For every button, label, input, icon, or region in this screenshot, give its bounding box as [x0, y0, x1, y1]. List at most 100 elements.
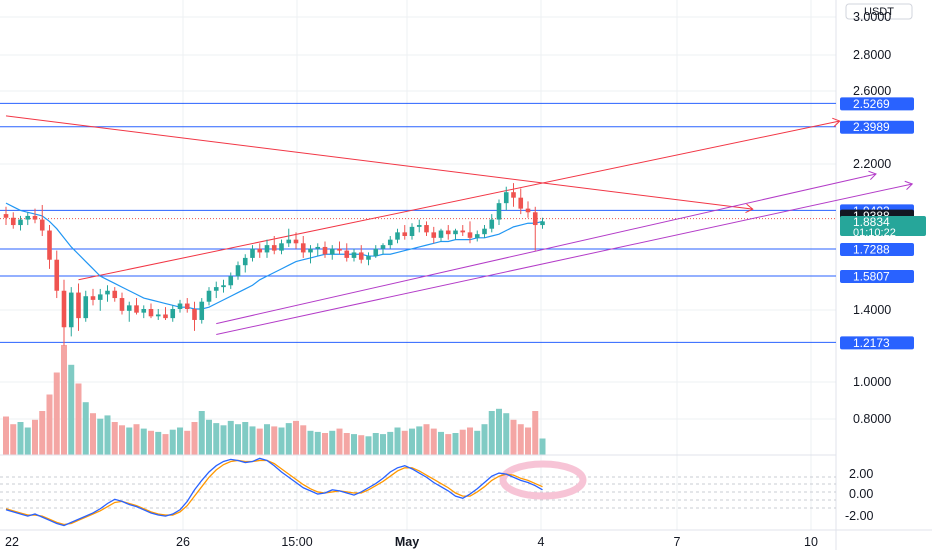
- candle: [445, 225, 451, 240]
- candle: [460, 225, 466, 236]
- candle: [61, 279, 67, 346]
- osc-tick: 2.00: [849, 467, 873, 481]
- candle: [206, 287, 212, 306]
- candle: [344, 243, 350, 262]
- current-price-countdown: 01:10:22: [853, 227, 896, 239]
- level-label-text: 1.7288: [853, 242, 890, 256]
- volume-bar: [177, 427, 183, 455]
- candle: [177, 299, 183, 313]
- volume-bar: [133, 424, 140, 455]
- volume-bar: [119, 425, 125, 455]
- volume-bar: [32, 419, 38, 455]
- oscillator-d-line: [5, 459, 543, 526]
- volume-bar: [372, 433, 379, 455]
- candle: [83, 290, 89, 322]
- candle: [112, 287, 118, 302]
- candle: [134, 298, 139, 315]
- volume-bar: [90, 413, 96, 455]
- candle: [438, 228, 444, 242]
- candle: [532, 206, 538, 251]
- candle: [257, 243, 263, 258]
- candle: [482, 225, 487, 238]
- candle: [366, 252, 371, 266]
- volume-bar: [206, 419, 212, 455]
- highlight-circle-marker: [499, 460, 587, 500]
- candle: [293, 232, 299, 249]
- trendlines: [5, 115, 914, 336]
- candle: [54, 250, 60, 299]
- price-tick: 1.4000: [853, 303, 891, 317]
- candle: [199, 298, 205, 324]
- candle: [90, 288, 96, 306]
- trendline-arrowhead: [745, 203, 754, 214]
- volume-bar: [285, 423, 292, 455]
- level-label-text: 1.5807: [853, 270, 890, 284]
- time-tick: 15:00: [281, 535, 312, 549]
- price-tick: 2.8000: [853, 48, 891, 62]
- candle: [308, 245, 313, 264]
- volume-bar: [539, 438, 546, 455]
- volume-bars: [3, 345, 546, 455]
- trendline: [216, 173, 877, 325]
- candle: [105, 285, 110, 302]
- trendline: [78, 120, 840, 281]
- volume-bar: [423, 424, 430, 455]
- volume-bar: [242, 422, 249, 455]
- candle: [496, 199, 502, 226]
- volume-bar: [380, 434, 386, 455]
- candle: [250, 245, 255, 262]
- volume-bar: [140, 428, 147, 455]
- level-label-text: 2.3989: [853, 120, 890, 134]
- volume-bar: [249, 426, 256, 455]
- horizontal-levels: [0, 102, 836, 343]
- candle: [97, 288, 103, 311]
- candle: [416, 219, 422, 233]
- level-label-badge: [840, 336, 914, 350]
- level-label-badge: [840, 120, 914, 134]
- volume-bar: [184, 430, 191, 455]
- candle: [351, 248, 357, 262]
- candle: [511, 183, 516, 207]
- candle: [322, 241, 328, 258]
- volume-bar: [39, 411, 46, 455]
- candle: [47, 225, 52, 269]
- volume-bar: [481, 424, 488, 455]
- volume-bar: [46, 394, 53, 455]
- currency-badge[interactable]: [845, 3, 913, 20]
- volume-bar: [162, 434, 169, 455]
- volume-bar: [24, 427, 31, 455]
- volume-bar: [271, 426, 278, 455]
- volume-bar: [409, 428, 415, 455]
- candle: [148, 303, 154, 319]
- oscillator-k-line: [5, 457, 543, 527]
- time-tick: 22: [5, 535, 19, 549]
- volume-bar: [438, 431, 444, 455]
- candle: [395, 228, 400, 244]
- price-axis[interactable]: USDT 3.0000 2.8000 2.6000 2.2000 1.4000 …: [840, 3, 926, 523]
- candle: [279, 239, 284, 255]
- volume-bar: [503, 413, 510, 455]
- volume-bar: [452, 433, 459, 455]
- volume-bar: [488, 411, 495, 455]
- time-axis[interactable]: 22 26 15:00 May 4 7 10: [5, 535, 818, 549]
- current-price-value: 1.8834: [853, 215, 890, 229]
- candle: [68, 287, 74, 337]
- volume-bar: [307, 430, 314, 455]
- price-tick: 2.6000: [853, 84, 891, 98]
- candle: [228, 272, 234, 289]
- volume-bar: [459, 429, 466, 455]
- price-tick: 1.0000: [853, 375, 891, 389]
- volume-bar: [53, 372, 60, 455]
- volume-bar: [517, 424, 524, 455]
- oscillator-panel: [0, 454, 836, 527]
- volume-bar: [169, 429, 176, 455]
- volume-bar: [104, 415, 111, 455]
- level-labels: 2.52692.39891.94021.93881.72881.58071.21…: [840, 97, 914, 350]
- volume-bar: [496, 408, 502, 455]
- volume-bar: [278, 427, 285, 455]
- volume-bar: [10, 424, 17, 455]
- trendline: [5, 115, 753, 210]
- candle: [25, 212, 31, 226]
- volume-bar: [61, 345, 67, 455]
